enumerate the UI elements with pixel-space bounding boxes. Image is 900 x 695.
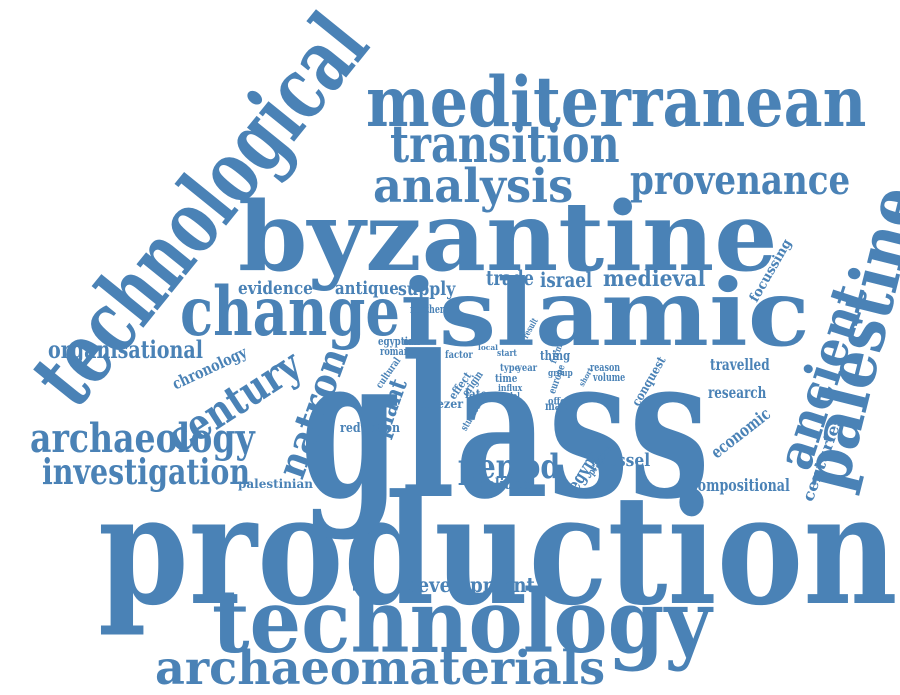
cloud-word-egyptian: egyptian <box>378 334 421 348</box>
cloud-word-model: model <box>496 392 520 402</box>
cloud-word-northern: northern <box>410 302 450 316</box>
cloud-word-factor: factor <box>445 350 473 361</box>
cloud-word-israel: israel <box>540 268 593 292</box>
cloud-word-palestinian: palestinian <box>238 476 313 491</box>
cloud-word-medieval: medieval <box>603 266 706 292</box>
cloud-word-political: political <box>478 476 536 493</box>
cloud-word-technology: technology <box>212 570 712 673</box>
cloud-word-type: type <box>500 363 520 374</box>
cloud-word-major: major <box>545 398 576 413</box>
cloud-word-glass: glass <box>300 313 710 543</box>
cloud-word-local: local <box>478 343 499 352</box>
cloud-word-influx: influx <box>498 384 523 394</box>
cloud-word-organisational: organisational <box>48 335 204 364</box>
cloud-word-eli-ezer: eli'ezer <box>418 396 464 411</box>
cloud-word-thing: thing <box>540 348 571 364</box>
cloud-word-volume: volume <box>593 370 626 384</box>
cloud-word-mediterranean: mediterranean <box>366 62 867 143</box>
cloud-word-reduction: reduction <box>340 420 401 436</box>
cloud-word-provenance: provenance <box>630 156 851 204</box>
cloud-word-archaeomaterials: archaeomaterials <box>155 641 606 695</box>
cloud-word-evidence: evidence <box>238 278 313 299</box>
cloud-word-analysis: analysis <box>373 159 574 214</box>
cloud-word-roman: roman <box>380 344 410 358</box>
cloud-word-group: group <box>548 369 573 379</box>
cloud-word-reason: reason <box>590 360 621 374</box>
cloud-word-period: period <box>458 446 561 486</box>
cloud-word-late: late <box>465 386 488 401</box>
cloud-word-compositional: compositional <box>690 475 790 495</box>
cloud-word-research: research <box>708 383 767 402</box>
cloud-word-vessel: vessel <box>598 450 651 471</box>
cloud-word-change: change <box>180 272 400 351</box>
cloud-word-year: year <box>517 363 538 374</box>
cloud-word-development: development <box>405 573 535 597</box>
cloud-word-offer: offer <box>548 397 570 407</box>
cloud-word-byzantine: byzantine <box>238 182 778 293</box>
cloud-word-islamic: islamic <box>400 259 810 367</box>
cloud-word-archaeology: archaeology <box>30 414 255 462</box>
cloud-word-supply: supply <box>398 278 456 300</box>
cloud-word-transition: transition <box>390 115 620 175</box>
cloud-word-time: time <box>495 371 518 385</box>
cloud-word-trade: trade <box>486 266 534 290</box>
cloud-word-antique: antique <box>335 278 399 299</box>
cloud-word-start: start <box>497 349 517 359</box>
cloud-word-travelled: travelled <box>710 355 770 374</box>
cloud-word-production: production <box>98 461 898 639</box>
cloud-word-investigation: investigation <box>42 451 251 493</box>
cloud-word-economic: economic <box>706 403 775 463</box>
